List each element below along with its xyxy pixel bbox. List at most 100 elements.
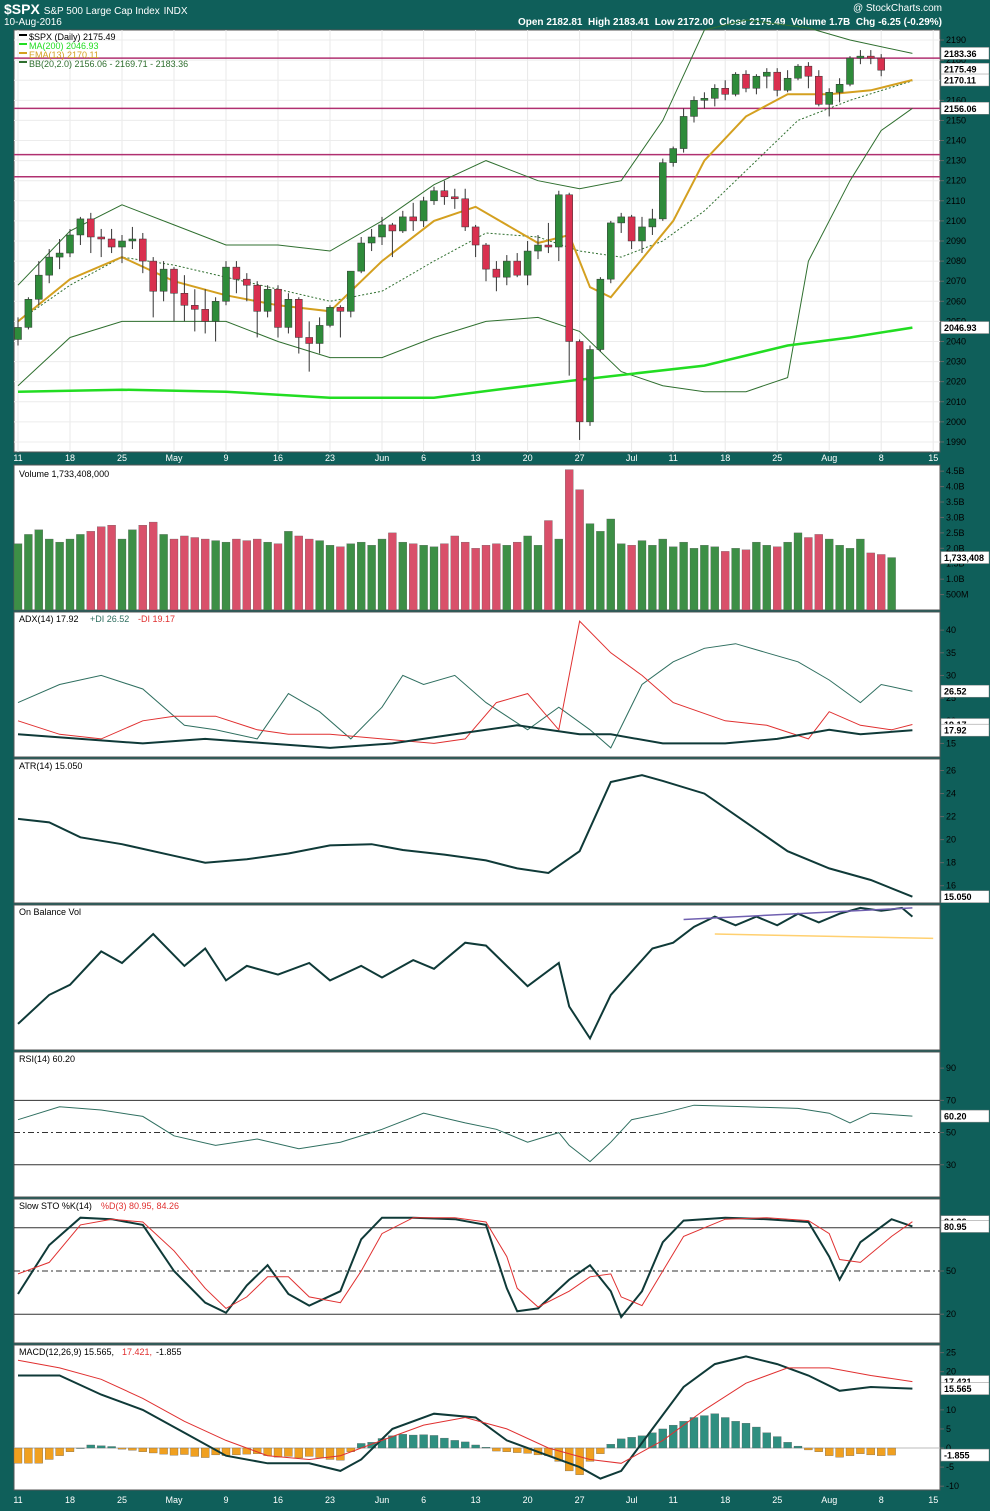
- legend-bb: BB(20,2.0) 2156.06 - 2169.71 - 2183.36: [29, 59, 188, 69]
- price-axis-tick-label: 2100: [946, 216, 966, 226]
- date-label: 6: [421, 453, 426, 463]
- volume-bar: [232, 538, 241, 611]
- volume-bar: [65, 538, 75, 611]
- macd-histogram-bar: [13, 1447, 23, 1464]
- volume-bar: [804, 537, 813, 611]
- price-axis-tick-label: 2130: [946, 156, 966, 166]
- legend-sym: $SPX (Daily) 2175.49: [29, 32, 116, 42]
- price-axis-tick-label: 2160: [946, 95, 966, 105]
- volume-bar: [388, 532, 397, 611]
- candle-body: [66, 234, 74, 254]
- adx-axis-tick-label: 40: [946, 625, 956, 635]
- price-axis-tick-label: 2070: [946, 276, 966, 286]
- candle-body: [721, 88, 729, 95]
- price-axis-tick-label: 2150: [946, 115, 966, 125]
- macd-axis-tick-label: 10: [946, 1405, 956, 1415]
- obv-panel: [13, 904, 941, 1051]
- volume-axis-tick-label: 4.0B: [946, 482, 965, 492]
- macd-histogram-bar: [273, 1447, 283, 1458]
- volume-value: 1.7B: [829, 17, 851, 28]
- candle-body: [211, 301, 220, 322]
- volume-bar: [461, 541, 470, 611]
- bottom-date-label: Jun: [375, 1495, 390, 1505]
- volume-bar: [86, 531, 95, 611]
- macd-histogram-bar: [741, 1423, 751, 1449]
- candle-body: [783, 77, 792, 91]
- bottom-date-label: 8: [879, 1495, 884, 1505]
- volume-bar: [107, 525, 116, 611]
- price-axis-tick-label: 2040: [946, 336, 966, 346]
- macd-hist-label: -1.855: [156, 1347, 182, 1357]
- date-label: 27: [575, 453, 585, 463]
- price-value-tag: 2183.36: [944, 49, 977, 59]
- macd-histogram-bar: [502, 1447, 511, 1452]
- macd-histogram-bar: [627, 1437, 636, 1449]
- candle-body: [742, 73, 750, 89]
- macd-histogram-bar: [617, 1438, 626, 1449]
- rsi-line: [17, 1104, 913, 1163]
- price-axis-tick-label: 2180: [946, 55, 966, 65]
- volume-bar: [471, 548, 480, 611]
- close-label: Close: [719, 17, 747, 28]
- candle-body: [482, 244, 490, 270]
- macd-histogram-bar: [232, 1447, 241, 1456]
- volume-bar: [554, 538, 563, 611]
- open-value: 2182.81: [546, 17, 583, 28]
- volume-bar: [97, 526, 106, 611]
- candle-body: [752, 75, 761, 89]
- macd-histogram-bar: [419, 1434, 428, 1449]
- volume-bar: [658, 538, 667, 611]
- volume-bar: [731, 548, 740, 611]
- volume-bar: [783, 541, 792, 611]
- rsi-axis-tick-label: 50: [946, 1128, 956, 1138]
- candle-body: [690, 100, 698, 117]
- candle-body: [659, 162, 667, 220]
- volume-bar: [325, 545, 335, 611]
- rsi-label: RSI(14) 60.20: [19, 1054, 75, 1064]
- candle-body: [336, 307, 345, 312]
- date-label: 18: [65, 453, 75, 463]
- candle-body: [523, 250, 532, 276]
- macd-axis-tick-label: 25: [946, 1348, 956, 1358]
- macd-histogram-bar: [284, 1447, 293, 1457]
- macd-histogram-bar: [65, 1447, 75, 1452]
- macd-histogram-bar: [190, 1447, 199, 1457]
- candle-body: [794, 65, 802, 79]
- legend-swatch: [19, 52, 27, 54]
- legend-ma: MA(200) 2046.93: [29, 41, 99, 51]
- adx-series-pdi: [17, 643, 913, 749]
- candle-body: [24, 299, 33, 328]
- chg-label: Chg: [855, 17, 876, 28]
- date-label: 11: [669, 453, 678, 463]
- candle-body: [263, 288, 272, 312]
- date-label: 11: [13, 453, 22, 463]
- candle-body: [825, 92, 833, 105]
- date-label: Jul: [626, 453, 638, 463]
- volume-bar: [367, 545, 376, 611]
- candle-body: [773, 71, 781, 91]
- volume-bar: [773, 546, 782, 611]
- candle-body: [461, 198, 469, 228]
- volume-value-tag-box: [940, 551, 990, 564]
- volume-bar: [24, 534, 33, 611]
- macd-axis-tick-label: 0: [946, 1443, 951, 1453]
- candle-body: [128, 238, 137, 242]
- obv-label: On Balance Vol: [19, 907, 81, 917]
- legend-swatch: [19, 61, 27, 63]
- volume-bar: [721, 551, 730, 611]
- volume-bar: [679, 541, 688, 611]
- candle-body: [201, 309, 209, 322]
- volume-bar: [700, 545, 709, 611]
- candle-body: [440, 190, 449, 198]
- volume-bar: [866, 552, 875, 611]
- rsi-value-tag-box: [940, 1109, 990, 1123]
- adx-panel: [13, 611, 941, 758]
- candle-body: [711, 88, 719, 99]
- volume-axis-tick-label: 2.5B: [946, 528, 965, 538]
- macd-histogram-bar: [845, 1447, 855, 1456]
- price-value-tag-box: [940, 73, 990, 87]
- volume-bar: [201, 538, 210, 611]
- volume-bar: [492, 543, 501, 611]
- atr-label: ATR(14) 15.050: [19, 761, 82, 771]
- volume-bar: [793, 532, 803, 611]
